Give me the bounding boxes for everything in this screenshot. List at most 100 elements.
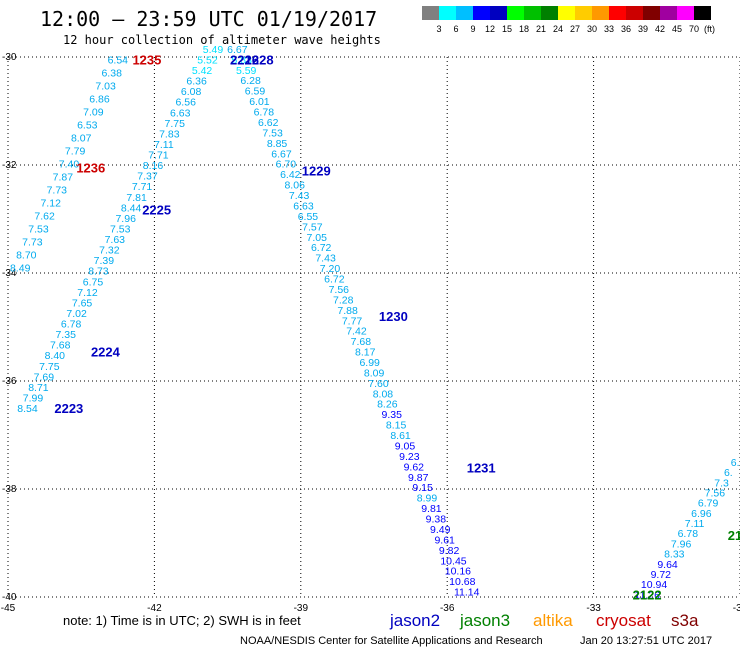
swh-value: 7.20 [320,263,341,275]
legend-swatch [473,6,490,20]
swh-value: 6.78 [254,107,275,119]
swh-value: 7.39 [94,255,115,267]
swh-value: 9.64 [657,559,678,571]
legend-swatch [694,6,711,20]
footer-note: note: 1) Time is in UTC; 2) SWH is in fe… [63,613,301,628]
x-tick-label: -30 [733,603,740,614]
swh-value: 9.49 [430,524,451,536]
swh-value: 6.42 [280,169,301,181]
swh-value: 6.63 [293,200,314,212]
swh-value: 7.65 [72,297,93,309]
chart-title: 12:00 — 23:59 UTC 01/19/2017 [40,7,377,31]
swh-value: 7.63 [105,234,126,246]
swh-value: 5.83 [232,54,253,66]
swh-value: 8.71 [28,382,49,394]
swh-value: 7.56 [705,488,726,500]
swh-value: 6.54 [108,55,129,67]
swh-value: 9.81 [421,503,442,515]
swh-value: 6.67 [271,148,292,160]
legend-label: 70 [689,24,699,34]
swh-value: 7.12 [40,198,61,210]
legend-swatch [677,6,694,20]
grid-lines [7,56,740,598]
swh-value: 7.75 [39,361,60,373]
swh-value: 7.43 [289,190,310,202]
swh-value: 10.45 [440,555,466,567]
swh-value: 6.86 [89,94,110,106]
swh-value: 7.57 [302,221,323,233]
swh-value: 7.32 [99,245,120,257]
swh-value: 7.99 [23,392,44,404]
swh-value: 8.61 [390,430,411,442]
swh-value: 7.37 [137,171,158,183]
swh-value: 8.73 [88,266,109,278]
swh-value: 9.72 [651,569,672,581]
swh-value: 7.87 [53,172,74,184]
legend-swatch [609,6,626,20]
swh-value: 6. [731,457,740,469]
swh-value: 7.62 [34,211,55,223]
swh-value: 10.94 [641,579,667,591]
legend-label: 39 [638,24,648,34]
satellite-name: jason3 [459,611,510,630]
swh-value: 7.53 [262,127,283,139]
legend-label: 21 [536,24,546,34]
swh-value: 9.87 [408,472,429,484]
swh-value: 9.23 [399,451,420,463]
swh-value: 8.06 [284,180,305,192]
swh-value: 7.69 [34,371,55,383]
legend-label: 36 [621,24,631,34]
swh-value: 6.96 [691,508,712,520]
y-tick-label: -34 [2,268,17,279]
swh-value: 5.42 [192,65,213,77]
swh-value: 8.17 [355,347,376,359]
legend-swatch [558,6,575,20]
swh-value: 8.44 [121,202,142,214]
time-label: 1236 [76,161,105,176]
legend-label: 27 [570,24,580,34]
swh-value: 8.85 [267,138,288,150]
track-values: 6.546.387.036.867.096.538.077.797.407.87… [10,44,740,601]
swh-value: 6.63 [170,107,191,119]
swh-value: 6. [724,467,733,479]
legend-label: 33 [604,24,614,34]
color-legend: 3 6 9 12 15 18 21 24 27 30 33 36 39 42 45 70 (ft) [422,6,715,34]
swh-value: 7.53 [110,223,131,235]
legend-swatch [439,6,456,20]
swh-value: 9.35 [382,409,403,421]
swh-value: 6.99 [359,357,380,369]
y-tick-label: -30 [2,52,17,63]
swh-value: 7.77 [342,315,363,327]
swh-value: 7.73 [22,237,43,249]
swh-value: 6.38 [101,68,122,80]
swh-value: 8.07 [71,133,92,145]
legend-swatch [575,6,592,20]
swh-value: 7.11 [154,139,174,151]
swh-value: 7.96 [115,213,136,225]
legend-swatch [524,6,541,20]
time-label: 2226 [230,53,259,68]
swh-value: 6.79 [698,498,719,510]
swh-value: 8.54 [17,403,38,415]
legend-swatch [660,6,677,20]
swh-value: 5.59 [236,65,257,77]
swh-value: 7.35 [55,329,76,341]
swh-value: 6.62 [258,117,279,129]
y-tick-label: -40 [2,592,17,603]
satellite-name: cryosat [596,611,651,630]
x-tick-label: -36 [440,603,455,614]
legend-label: 12 [485,24,495,34]
y-tick-label: -32 [2,160,17,171]
swh-value: 11.14 [454,587,480,599]
swh-value: 7.12 [77,287,98,299]
swh-value: 7.11 [685,518,705,530]
swh-value: 7.56 [329,284,350,296]
time-label: 2223 [54,401,83,416]
swh-value: 6.59 [245,86,266,98]
time-label: 2224 [91,344,121,359]
legend-swatch [626,6,643,20]
swh-value: 10.68 [449,576,475,588]
satellite-name: s3a [671,611,699,630]
